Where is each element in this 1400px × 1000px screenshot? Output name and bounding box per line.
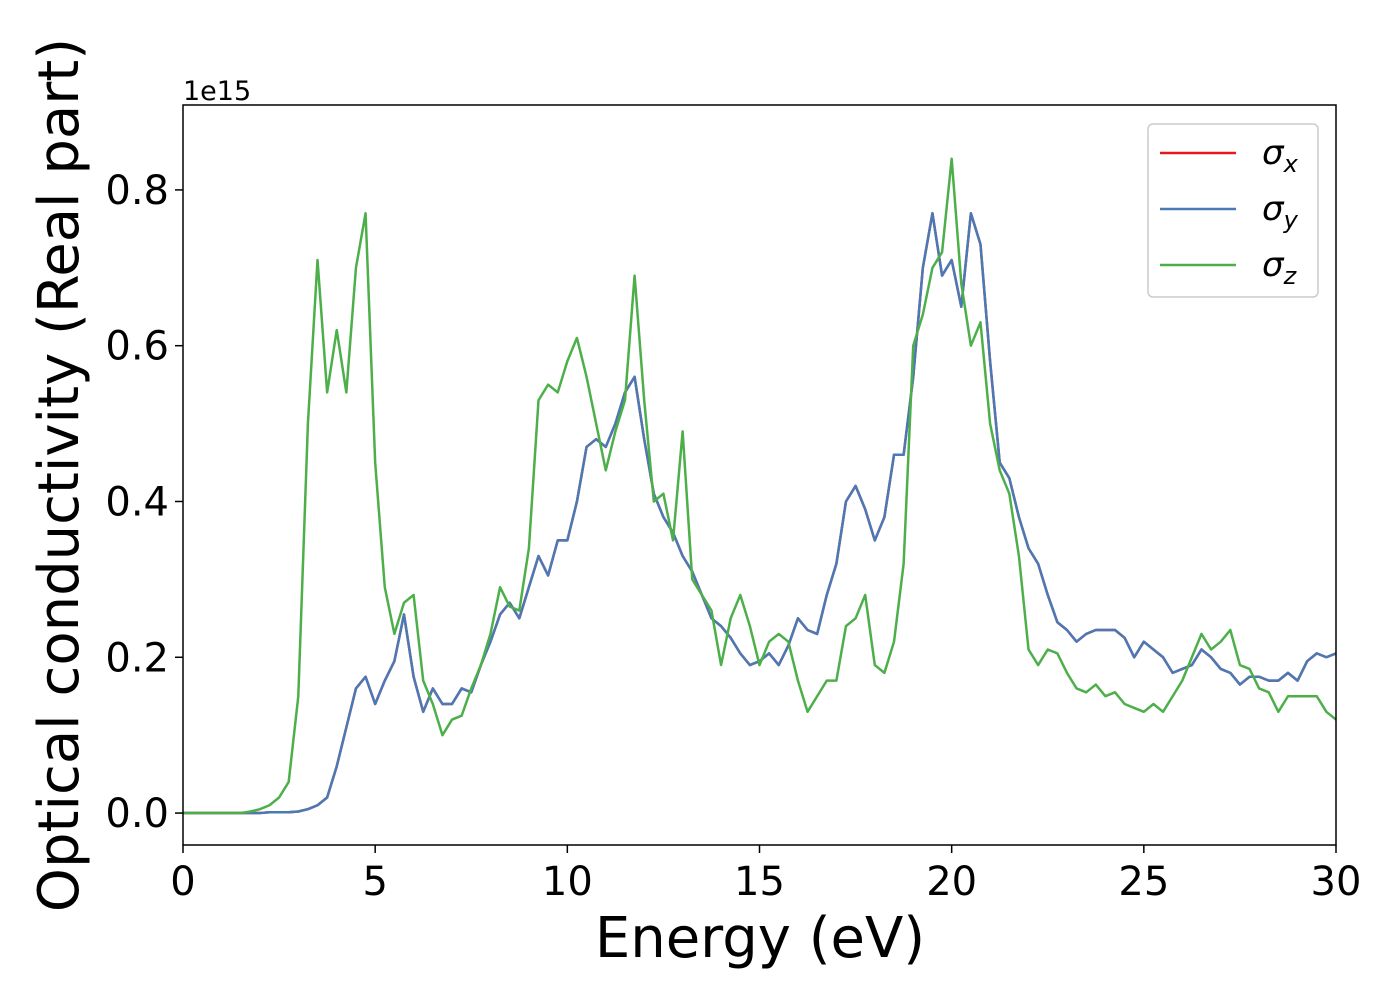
line-series (183, 212, 1336, 815)
x-axis-label: Energy (eV) (595, 906, 925, 971)
y-tick-label: 0.4 (105, 479, 169, 525)
y-offset-label: 1e15 (183, 76, 251, 107)
legend-subscript: y (1283, 206, 1299, 234)
line-series (183, 157, 1336, 815)
x-tick-label: 0 (170, 859, 195, 905)
x-tick-label: 15 (734, 859, 785, 905)
y-tick-label: 0.6 (105, 324, 169, 370)
x-tick-label: 30 (1311, 859, 1362, 905)
legend-label: σy (1262, 189, 1299, 234)
x-tick-label: 5 (362, 859, 387, 905)
y-tick-label: 0.2 (105, 635, 169, 681)
plot (183, 157, 1336, 815)
y-tick-label: 0.0 (105, 791, 169, 837)
x-tick-label: 25 (1118, 859, 1169, 905)
legend-subscript: x (1283, 150, 1299, 178)
legend-subscript: z (1283, 262, 1298, 290)
line-series (183, 212, 1336, 815)
legend-box (1147, 123, 1319, 298)
x-tick-label: 10 (542, 859, 593, 905)
y-tick-label: 0.8 (105, 168, 169, 214)
y-axis-label: Optical conductivity (Real part) (27, 38, 92, 912)
plot-frame (182, 104, 1337, 846)
x-tick-label: 20 (926, 859, 977, 905)
legend-label: σx (1262, 133, 1299, 178)
